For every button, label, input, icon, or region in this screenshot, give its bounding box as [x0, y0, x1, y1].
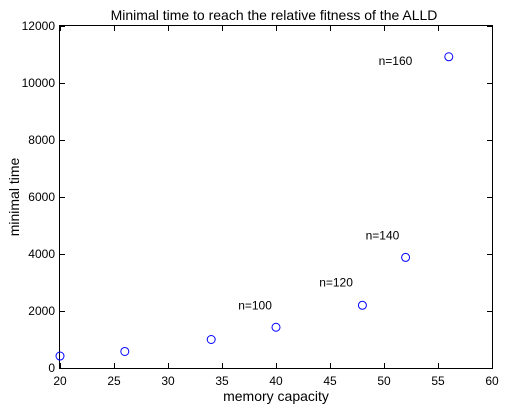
data-point [271, 322, 281, 332]
y-tick-label: 0 [48, 361, 55, 375]
y-axis-label: minimal time [6, 158, 22, 237]
axis-ticks: 20 25 30 35 40 45 50 55 60 0 2000 4000 6000 8000 10000… [22, 19, 499, 388]
x-tick-label: 25 [107, 374, 121, 388]
y-tick-label: 10000 [22, 76, 56, 90]
data-point [206, 335, 216, 344]
chart-title: Minimal time to reach the relative fitne… [111, 7, 438, 23]
x-tick-label: 50 [377, 374, 391, 388]
data-point [55, 351, 65, 361]
data-point [444, 52, 454, 62]
data-point [357, 300, 367, 310]
data-point [401, 252, 411, 262]
data-point [120, 346, 130, 356]
x-tick-label: 55 [431, 374, 445, 388]
annotations: n=100 n=120 n=140 n=160 [238, 54, 412, 313]
x-tick-label: 30 [161, 374, 175, 388]
x-tick-label: 35 [215, 374, 229, 388]
point-annotation: n=160 [379, 54, 413, 68]
x-tick-label: 40 [269, 374, 283, 388]
y-tick-label: 12000 [22, 19, 56, 33]
point-annotation: n=100 [238, 298, 272, 312]
point-annotation: n=140 [366, 228, 400, 242]
y-tick-label: 4000 [28, 247, 55, 261]
x-tick-label: 45 [323, 374, 337, 388]
plot-area [59, 25, 493, 369]
axes-frame [59, 25, 493, 369]
point-annotation: n=120 [319, 276, 353, 290]
data-points [55, 52, 454, 361]
y-tick-label: 6000 [28, 190, 55, 204]
x-tick-label: 20 [53, 374, 67, 388]
x-axis-label: memory capacity [223, 388, 329, 404]
y-tick-label: 2000 [28, 304, 55, 318]
x-tick-label: 60 [485, 374, 499, 388]
y-tick-label: 8000 [28, 133, 55, 147]
